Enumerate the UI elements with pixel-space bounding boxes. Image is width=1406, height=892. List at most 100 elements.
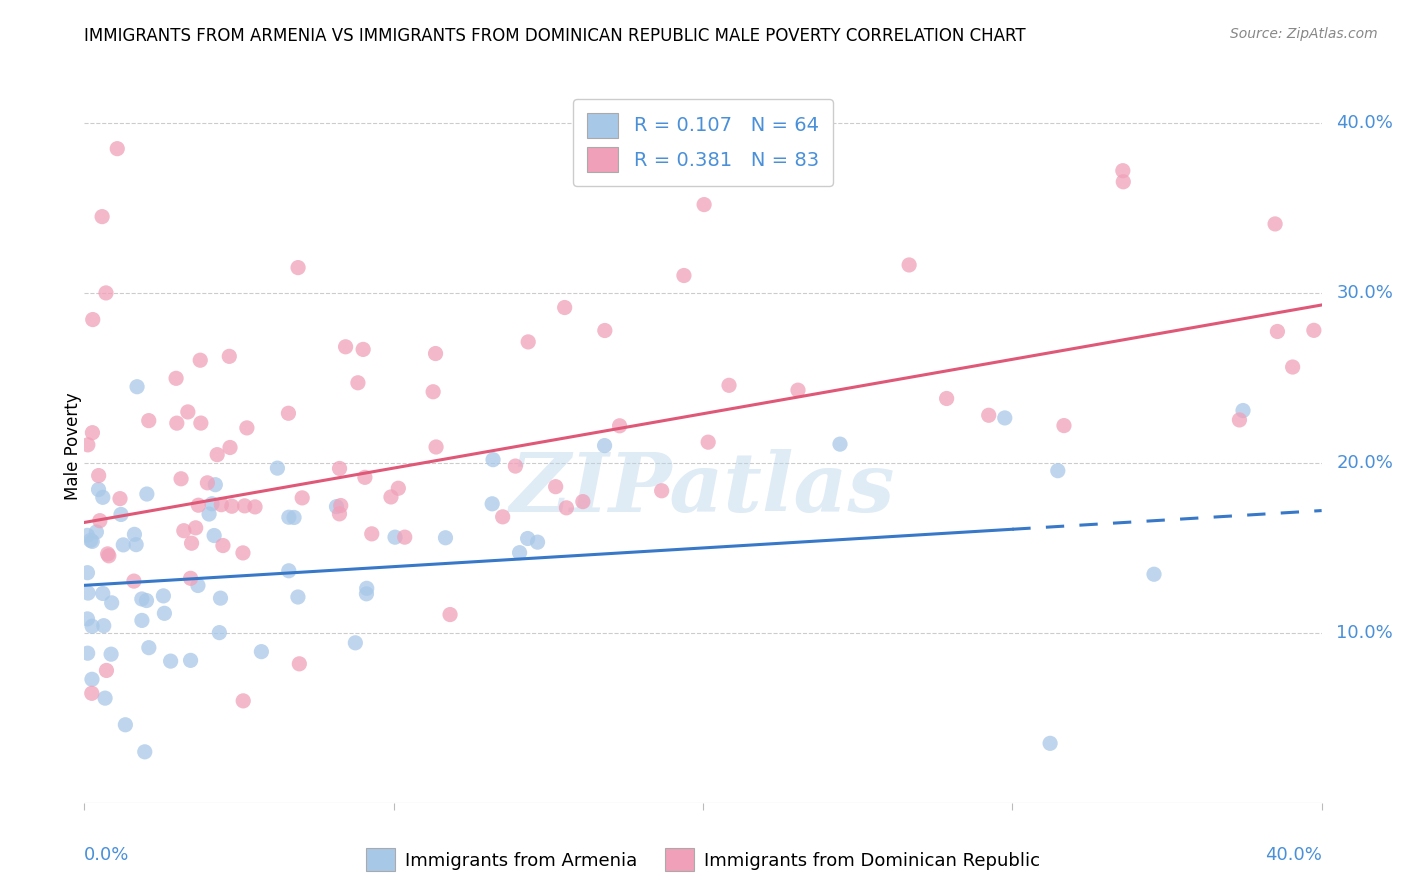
Point (173, 524, 195, 538)
Point (152, 589, 174, 603)
Point (76, 528, 98, 542)
Point (344, 636, 367, 650)
Point (384, 530, 406, 544)
Point (76, 438, 98, 452)
Point (91, 586, 114, 600)
Point (135, 487, 157, 501)
Point (1264, 217, 1286, 231)
Point (97, 549, 120, 563)
Point (482, 452, 505, 467)
Point (190, 416, 212, 430)
Point (1039, 736, 1062, 750)
Point (492, 509, 515, 524)
Point (335, 340, 357, 354)
Point (138, 414, 160, 428)
Point (555, 500, 578, 515)
Point (94, 691, 117, 706)
Point (697, 435, 720, 450)
Point (1229, 413, 1251, 427)
Point (202, 528, 225, 542)
Point (360, 526, 382, 541)
Point (86, 524, 108, 539)
Point (114, 718, 136, 732)
Text: 20.0%: 20.0% (1337, 454, 1393, 472)
Point (184, 521, 207, 535)
Point (572, 494, 595, 508)
Point (89, 514, 111, 528)
Point (328, 507, 350, 521)
Point (82, 312, 104, 326)
Point (80, 686, 103, 700)
Point (209, 591, 232, 606)
Point (100, 647, 122, 661)
Point (481, 497, 503, 511)
Point (977, 409, 1000, 423)
Point (177, 405, 200, 419)
Point (180, 571, 202, 585)
Text: Source: ZipAtlas.com: Source: ZipAtlas.com (1230, 27, 1378, 41)
Point (434, 531, 457, 545)
Point (135, 593, 157, 607)
Point (232, 694, 254, 708)
Point (112, 538, 135, 552)
Point (356, 582, 378, 596)
Point (96, 664, 118, 678)
Point (693, 197, 716, 211)
Point (387, 481, 409, 495)
Point (187, 498, 209, 512)
Point (609, 418, 631, 433)
Point (328, 461, 350, 475)
Point (356, 587, 378, 601)
Point (105, 142, 128, 156)
Text: 40.0%: 40.0% (1265, 846, 1322, 863)
Point (787, 383, 810, 397)
Point (76, 566, 98, 580)
Point (201, 497, 224, 511)
Point (994, 411, 1017, 425)
Point (1232, 403, 1254, 417)
Point (1302, 323, 1324, 337)
Point (517, 334, 540, 349)
Point (287, 260, 309, 275)
Point (82, 619, 104, 633)
Point (593, 324, 616, 338)
Point (80, 673, 103, 687)
Point (236, 421, 259, 435)
Text: 30.0%: 30.0% (1337, 284, 1393, 302)
Point (204, 477, 226, 491)
Point (425, 440, 447, 454)
Point (277, 406, 299, 420)
Point (1112, 175, 1135, 189)
Point (554, 301, 576, 315)
Point (166, 416, 188, 430)
Point (125, 380, 148, 394)
Text: 40.0%: 40.0% (1337, 114, 1393, 132)
Y-axis label: Male Poverty: Male Poverty (65, 392, 82, 500)
Point (212, 539, 235, 553)
Point (232, 546, 254, 560)
Point (110, 508, 132, 522)
Point (516, 532, 538, 546)
Point (593, 439, 616, 453)
Point (422, 384, 444, 399)
Point (188, 353, 211, 368)
Point (283, 510, 305, 524)
Point (82, 425, 104, 440)
Point (526, 535, 548, 549)
Point (131, 614, 153, 628)
Point (125, 538, 148, 552)
Point (138, 640, 160, 655)
Point (352, 343, 374, 357)
Point (425, 346, 447, 360)
Point (165, 371, 187, 385)
Point (898, 258, 921, 272)
Point (131, 592, 153, 607)
Point (505, 459, 527, 474)
Point (277, 564, 299, 578)
Point (198, 507, 221, 521)
Point (287, 590, 309, 604)
Point (221, 500, 243, 514)
Point (439, 607, 461, 622)
Point (94, 285, 117, 300)
Point (291, 491, 314, 505)
